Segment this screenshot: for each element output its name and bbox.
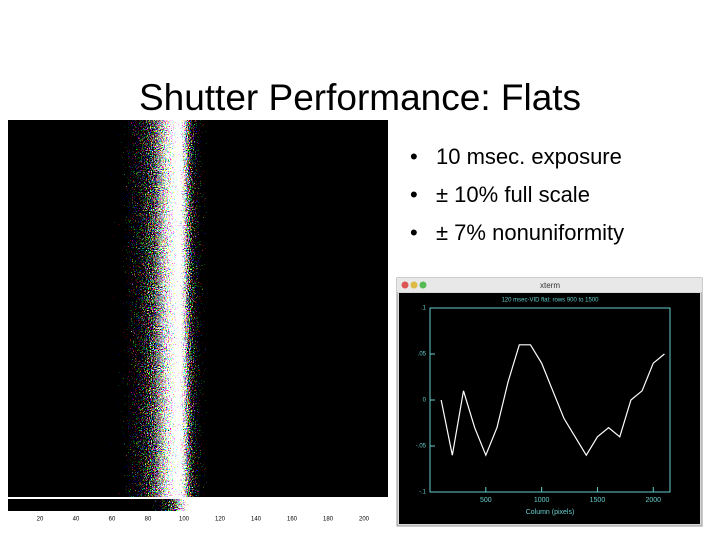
plot-title: 120 msec-VID flat: rows 900 to 1500	[501, 298, 599, 304]
colorbar	[8, 499, 388, 511]
bullet-marker: •	[410, 182, 418, 207]
colorbar-label: 120	[215, 517, 226, 523]
bullet-text: 10 msec. exposure	[436, 144, 622, 169]
window-minimize[interactable]	[410, 281, 418, 289]
slide-title: Shutter Performance: Flats	[139, 77, 581, 118]
colorbar-label: 180	[323, 517, 334, 523]
colorbar-label: 60	[109, 517, 116, 523]
plot-background	[399, 293, 700, 524]
window-zoom[interactable]	[419, 281, 427, 289]
colorbar-label: 160	[287, 517, 298, 523]
colorbar-label: 100	[179, 517, 190, 523]
x-tick-label: 2000	[645, 497, 661, 504]
profile-line	[440, 344, 665, 457]
window-close[interactable]	[401, 281, 409, 289]
colorbar-label: 20	[37, 517, 44, 523]
window-title: xterm	[540, 281, 560, 290]
window-titlebar	[397, 278, 702, 292]
flat-field-image	[8, 120, 388, 497]
bullet-text: ± 10% full scale	[436, 182, 590, 207]
x-tick-label: 500	[480, 497, 492, 504]
colorbar-label: 200	[359, 517, 370, 523]
bullet-marker: •	[410, 144, 418, 169]
colorbar-label: 40	[73, 517, 80, 523]
bullet-text: ± 7% nonuniformity	[436, 220, 624, 245]
bullet-marker: •	[410, 220, 418, 245]
y-tick-label: -.1	[419, 490, 427, 496]
y-tick-label: 0	[423, 398, 427, 404]
x-tick-label: 1500	[590, 497, 606, 504]
colorbar-label: 140	[251, 517, 262, 523]
colorbar-label: 80	[145, 517, 152, 523]
y-tick-label: -.05	[416, 444, 427, 450]
x-axis-label: Column (pixels)	[526, 509, 575, 516]
x-tick-label: 1000	[534, 497, 550, 504]
y-tick-label: .05	[418, 352, 427, 358]
y-tick-label: .1	[421, 306, 427, 312]
